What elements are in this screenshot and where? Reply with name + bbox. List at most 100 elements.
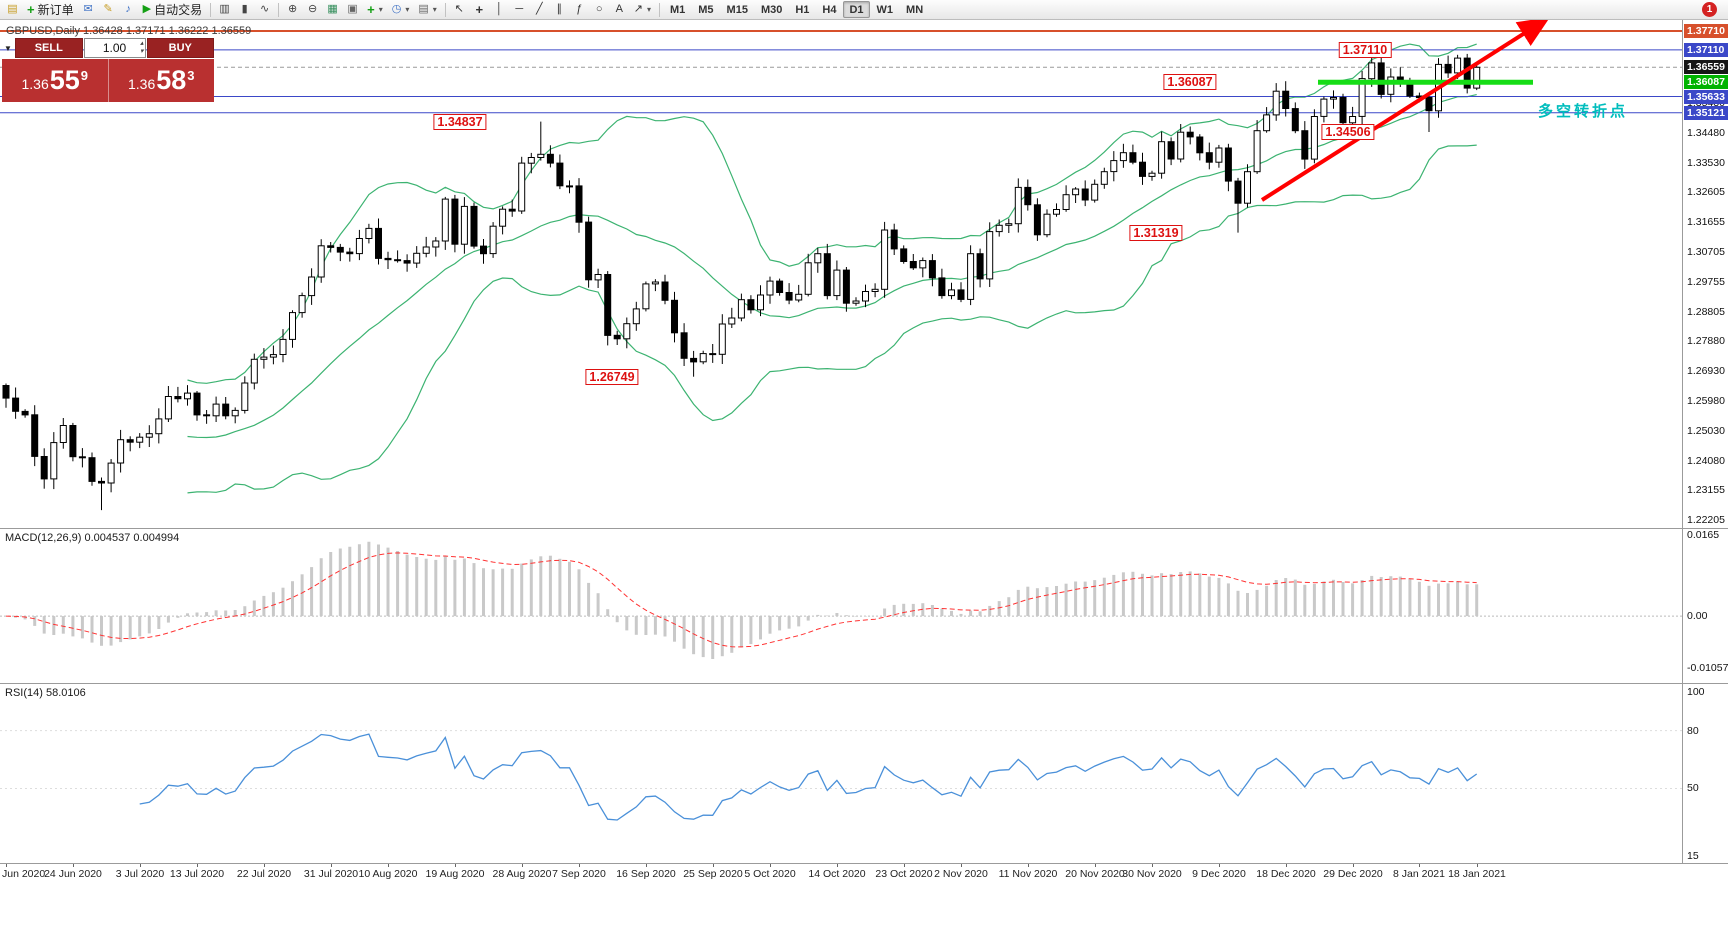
pencil-icon: ✎ — [103, 3, 113, 15]
time-axis-tick — [1152, 863, 1153, 867]
price-annotation[interactable]: 1.31319 — [1129, 225, 1183, 241]
price-axis-label: 1.24080 — [1687, 455, 1725, 467]
sound-button[interactable]: ♪ — [119, 1, 138, 18]
time-axis-label: 8 Jan 2021 — [1393, 868, 1445, 880]
bar-chart-icon: ▥ — [219, 3, 230, 15]
timeframe-m30-button[interactable]: M30 — [760, 3, 783, 16]
bar-chart-type-button[interactable]: ▥ — [215, 1, 234, 18]
toolbar: ▤ + 新订单 ✉ ✎ ♪ ▶ 自动交易 ▥ ▮ ∿ ⊕ ⊖ ▦ ▣ + ▾ ◷ ▾ ▤ ▾ ↖ + │ ─ ╱ ∥ ƒ ○ A ↗ ▾ M1 M… — [0, 0, 1728, 20]
price-axis-label: 1.25980 — [1687, 395, 1725, 407]
time-axis-label: 28 Aug 2020 — [492, 868, 552, 880]
timeframe-m5-button[interactable]: M5 — [698, 3, 714, 16]
tile-windows-button[interactable]: ▦ — [323, 1, 342, 18]
text-icon: A — [615, 3, 623, 15]
time-axis[interactable]: Jun 2020 24 Jun 2020 3 Jul 2020 13 Jul 2020… — [0, 863, 1728, 883]
fibonacci-button[interactable]: ƒ — [570, 1, 589, 18]
sell-button[interactable]: SELL — [15, 38, 83, 58]
collapse-trade-panel-icon[interactable]: ▼ — [4, 43, 12, 53]
spinner-down-icon[interactable]: ▾ — [139, 47, 144, 55]
period-button[interactable]: ◷ ▾ — [388, 1, 414, 18]
time-axis-tick — [6, 863, 7, 867]
crosshair-icon: + — [475, 2, 484, 17]
price-axis-label: 1.33530 — [1687, 157, 1725, 169]
time-axis-label: 30 Nov 2020 — [1122, 868, 1182, 880]
template-button[interactable]: ▤ ▾ — [414, 1, 440, 18]
panel-divider[interactable] — [0, 683, 1728, 684]
metaeditor-button[interactable]: ✎ — [99, 1, 118, 18]
time-axis-label: 24 Jun 2020 — [44, 868, 102, 880]
time-axis-tick — [522, 863, 523, 867]
crosshair-button[interactable]: + — [470, 1, 489, 18]
buy-button[interactable]: BUY — [146, 38, 214, 58]
timeframe-w1-button[interactable]: W1 — [876, 3, 894, 16]
timeframe-h1-button[interactable]: H1 — [795, 3, 810, 16]
panel-divider[interactable] — [0, 528, 1728, 529]
macd-canvas[interactable] — [0, 529, 1682, 684]
panel-divider — [0, 863, 1728, 864]
mailbox-button[interactable]: ✉ — [79, 1, 98, 18]
vertical-line-button[interactable]: │ — [490, 1, 509, 18]
price-annotation[interactable]: 1.37110 — [1338, 42, 1392, 58]
channel-button[interactable]: ∥ — [550, 1, 569, 18]
time-axis-tick — [1477, 863, 1478, 867]
price-annotation[interactable]: 1.34506 — [1321, 124, 1375, 140]
one-click-trading-panel: ▼ SELL 1.00 ▴ ▾ BUY 1.36 55 9 — [2, 38, 214, 102]
price-annotation[interactable]: 1.34837 — [433, 114, 487, 130]
timeframe-h4-button[interactable]: H4 — [822, 3, 837, 16]
arrow-icon: ↗ — [633, 3, 643, 15]
add-indicator-button[interactable]: + ▾ — [363, 1, 387, 18]
timeframe-m1-button[interactable]: M1 — [669, 3, 686, 16]
price-annotation[interactable]: 1.26749 — [585, 369, 639, 385]
rsi-indicator-panel[interactable]: RSI(14) 58.0106 — [0, 684, 1682, 863]
price-axis-label: 1.31655 — [1687, 216, 1725, 228]
chart-note-text[interactable]: 多空转折点 — [1538, 103, 1629, 120]
shapes-button[interactable]: ○ — [590, 1, 609, 18]
horizontal-line-button[interactable]: ─ — [510, 1, 529, 18]
rsi-axis-label: 50 — [1687, 782, 1699, 794]
arrows-button[interactable]: ↗ ▾ — [630, 1, 655, 18]
price-axis-badge: 1.37110 — [1684, 43, 1728, 57]
price-axis-label: 1.27880 — [1687, 335, 1725, 347]
macd-indicator-panel[interactable]: MACD(12,26,9) 0.004537 0.004994 — [0, 529, 1682, 684]
timeframe-m15-button[interactable]: M15 — [726, 3, 748, 16]
time-axis-tick — [646, 863, 647, 867]
timeframe-mn-button[interactable]: MN — [906, 3, 924, 16]
spinner-up-icon[interactable]: ▴ — [139, 40, 144, 47]
chevron-down-icon: ▾ — [646, 5, 651, 14]
chevron-down-icon: ▾ — [405, 5, 410, 14]
time-axis-tick — [579, 863, 580, 867]
sell-price-display[interactable]: 1.36 55 9 — [2, 59, 108, 102]
line-chart-type-button[interactable]: ∿ — [255, 1, 274, 18]
chart-window-button[interactable]: ▤ — [3, 1, 22, 18]
candlestick-canvas[interactable] — [0, 20, 1682, 529]
zoom-in-button[interactable]: ⊕ — [283, 1, 302, 18]
buy-price-display[interactable]: 1.36 58 3 — [107, 59, 215, 102]
zoom-out-button[interactable]: ⊖ — [303, 1, 322, 18]
timeframe-d1-button[interactable]: D1 — [843, 1, 870, 18]
time-axis-tick — [455, 863, 456, 867]
trendline-button[interactable]: ╱ — [530, 1, 549, 18]
volume-input[interactable]: 1.00 ▴ ▾ — [83, 38, 146, 58]
time-axis-label: 7 Sep 2020 — [552, 868, 606, 880]
toolbar-separator — [210, 2, 212, 17]
main-chart-panel[interactable]: GBPUSD,Daily 1.36428 1.37171 1.36222 1.3… — [0, 20, 1682, 529]
rsi-axis-label: 100 — [1687, 686, 1705, 698]
autotrading-button-label: 自动交易 — [154, 3, 203, 17]
vertical-line-icon: │ — [495, 3, 503, 15]
price-axis-label: 1.26930 — [1687, 365, 1725, 377]
notification-badge[interactable]: 1 — [1702, 2, 1717, 17]
volume-spinner[interactable]: ▴ ▾ — [140, 40, 144, 55]
add-indicator-icon: + — [367, 2, 375, 17]
time-axis-label: 22 Jul 2020 — [236, 868, 292, 880]
price-annotation[interactable]: 1.36087 — [1163, 74, 1217, 90]
candlestick-type-button[interactable]: ▮ — [235, 1, 254, 18]
time-axis-label: 23 Oct 2020 — [875, 868, 933, 880]
new-order-button[interactable]: + 新订单 — [23, 1, 78, 18]
rsi-canvas[interactable] — [0, 684, 1682, 863]
autotrading-button[interactable]: ▶ 自动交易 — [139, 1, 206, 18]
text-button[interactable]: A — [610, 1, 629, 18]
macd-axis-label: 0.0165 — [1687, 529, 1720, 541]
price-axis-column[interactable]: 1.354301.344801.335301.326051.316551.307… — [1682, 20, 1728, 863]
cursor-button[interactable]: ↖ — [450, 1, 469, 18]
cascade-windows-button[interactable]: ▣ — [343, 1, 362, 18]
